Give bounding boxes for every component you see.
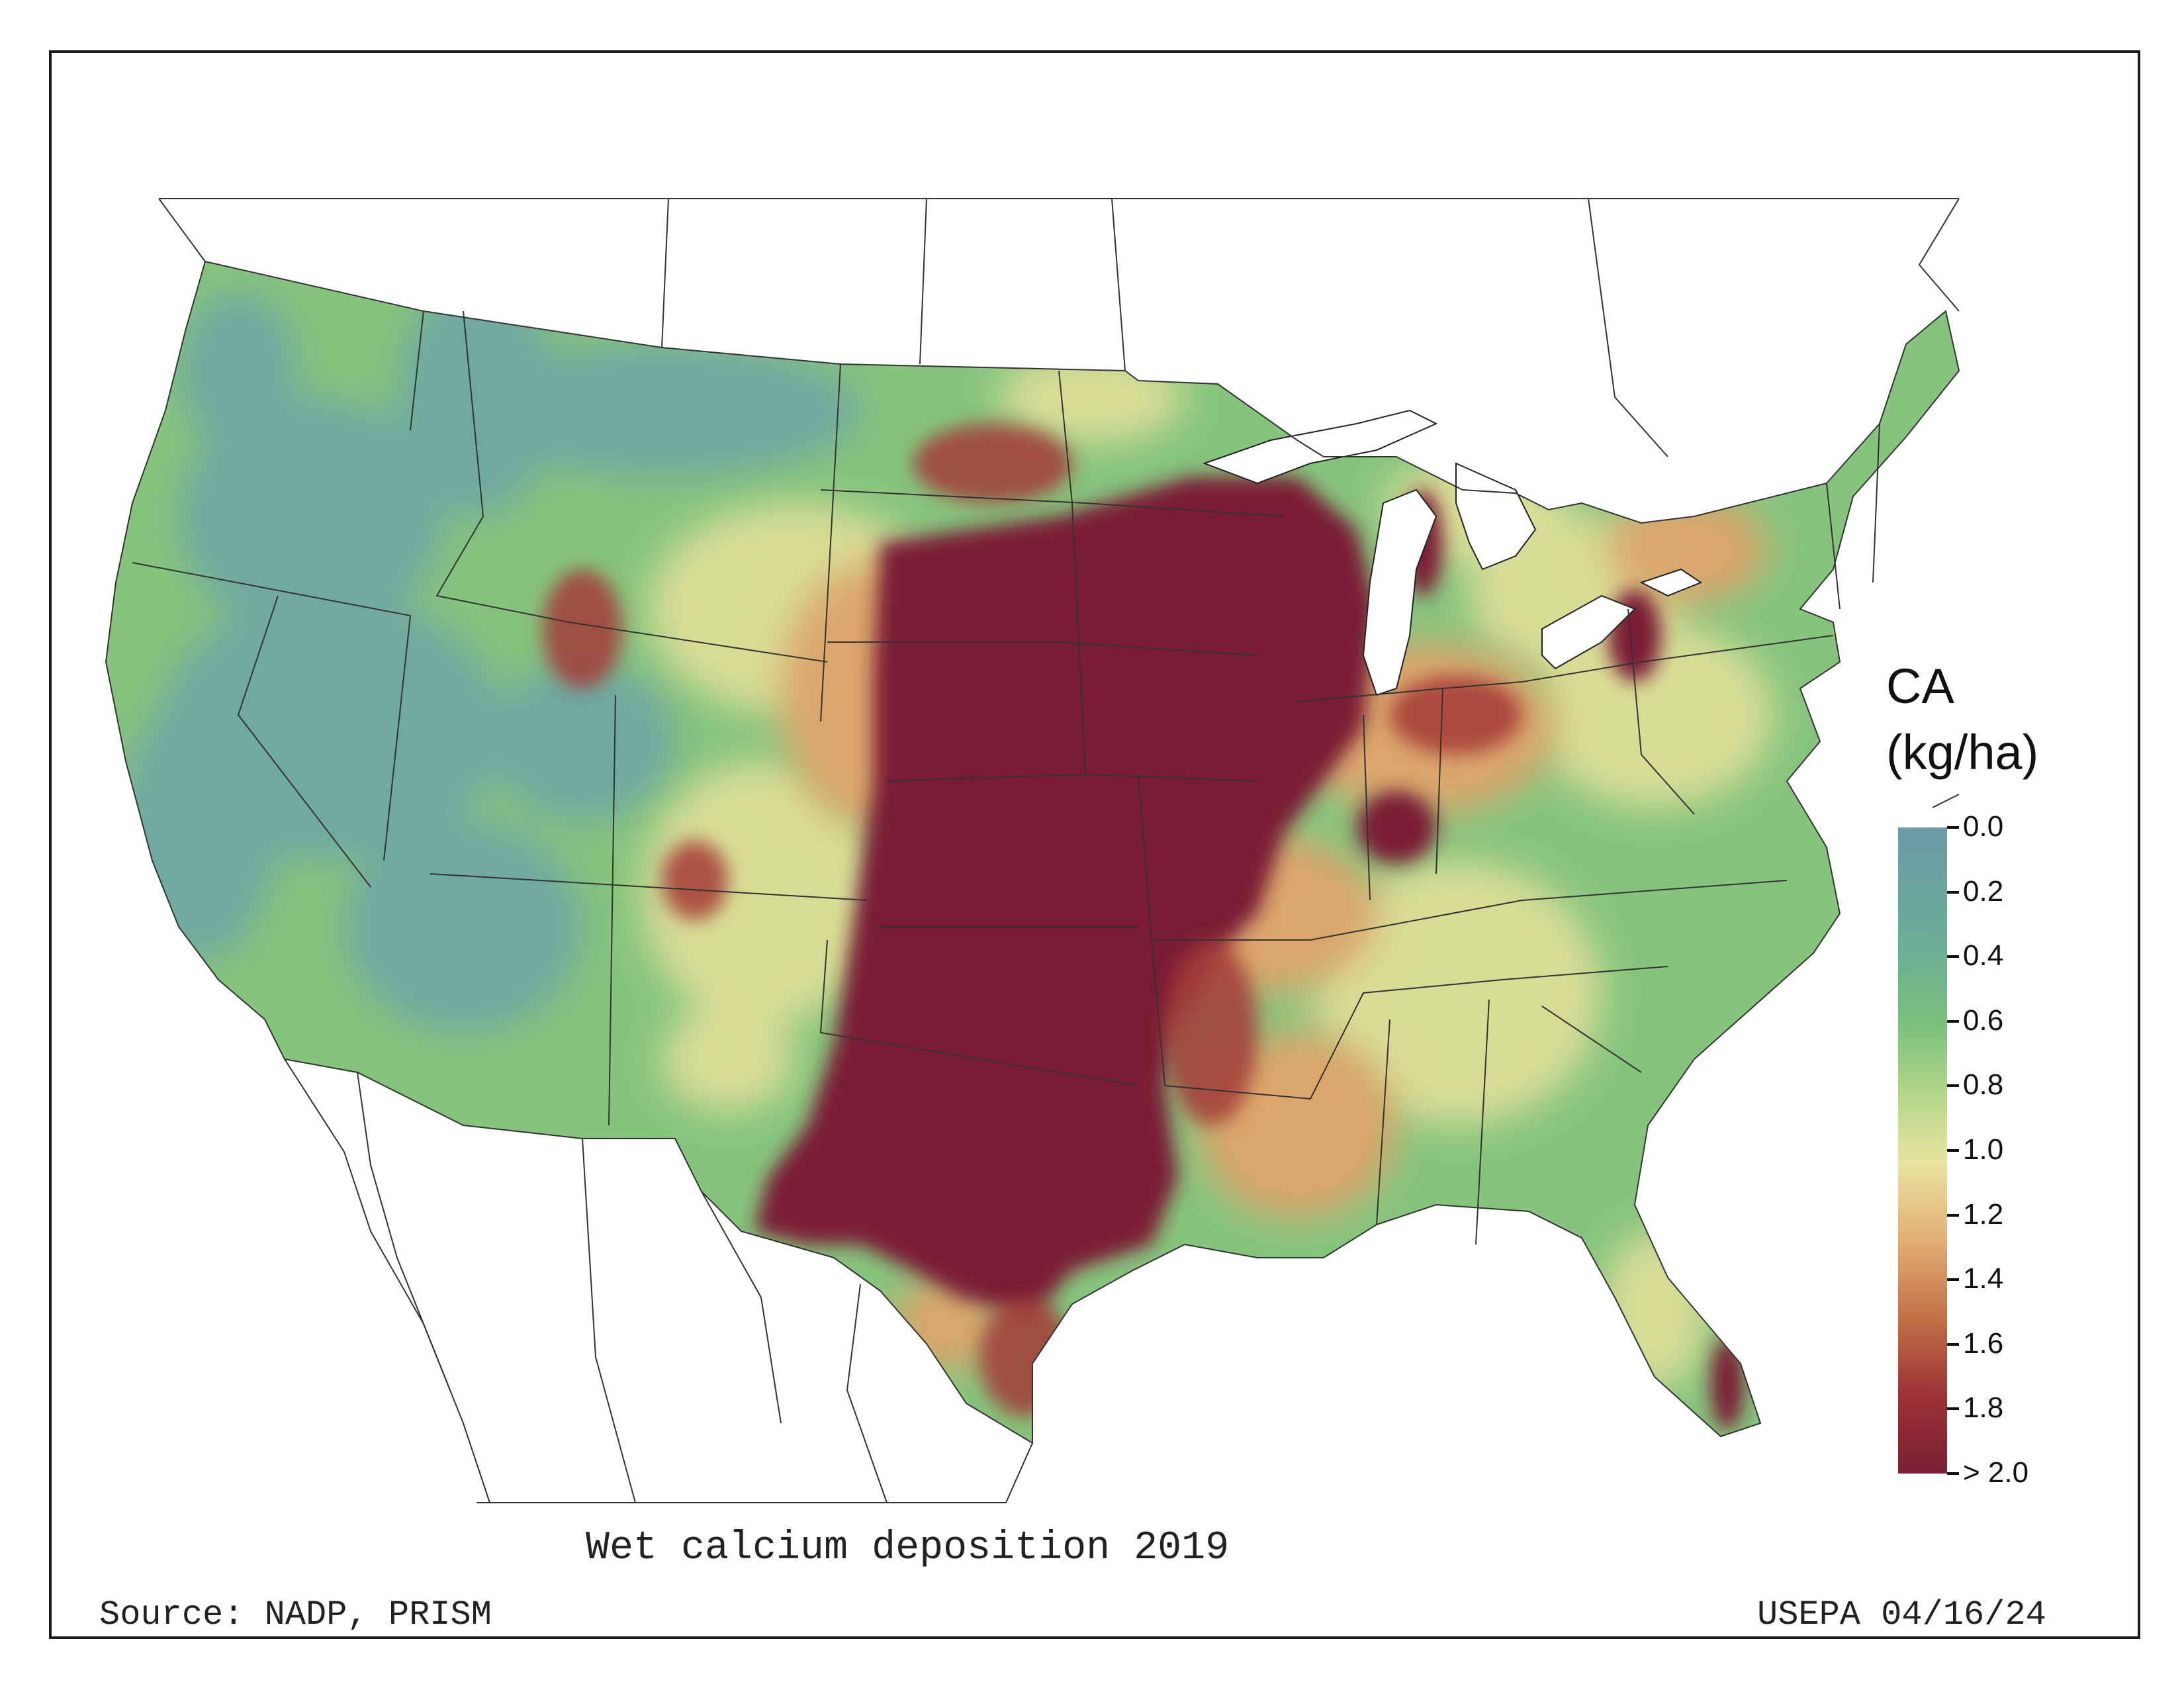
legend-tick-label: 0.0 xyxy=(1963,810,2004,843)
deposition-raster xyxy=(106,261,1959,1443)
great-lakes xyxy=(1203,409,1703,696)
legend-tick-label: 1.6 xyxy=(1963,1327,2004,1360)
source-note: Source: NADP, PRISM xyxy=(99,1595,492,1634)
neighbor-countries xyxy=(158,198,1960,1503)
legend-tick-label: > 2.0 xyxy=(1963,1456,2029,1489)
legend-tick-label: 1.8 xyxy=(1963,1391,2004,1425)
legend-tick-label: 0.8 xyxy=(1963,1068,2004,1102)
legend-tick-label: 1.0 xyxy=(1963,1133,2004,1166)
agency-date: USEPA 04/16/24 xyxy=(1757,1595,2046,1634)
legend-tick-label: 1.4 xyxy=(1963,1262,2004,1295)
legend-tick-label: 0.6 xyxy=(1963,1004,2004,1037)
legend-tick-label: 0.4 xyxy=(1963,939,2004,972)
legend-ticks: 0.0 0.2 0.4 0.6 0.8 1.0 1.2 1.4 1.6 1.8 … xyxy=(1947,810,2079,1489)
map-title: Wet calcium deposition 2019 xyxy=(586,1526,1230,1571)
borders xyxy=(105,260,1960,1444)
legend-title-line1: CA xyxy=(1886,659,1954,714)
legend-tick-label: 0.2 xyxy=(1963,874,2004,908)
legend-title-line2: (kg/ha) xyxy=(1886,725,2039,780)
legend-tick-label: 1.2 xyxy=(1963,1197,2004,1231)
legend-colorbar xyxy=(1898,827,1947,1474)
